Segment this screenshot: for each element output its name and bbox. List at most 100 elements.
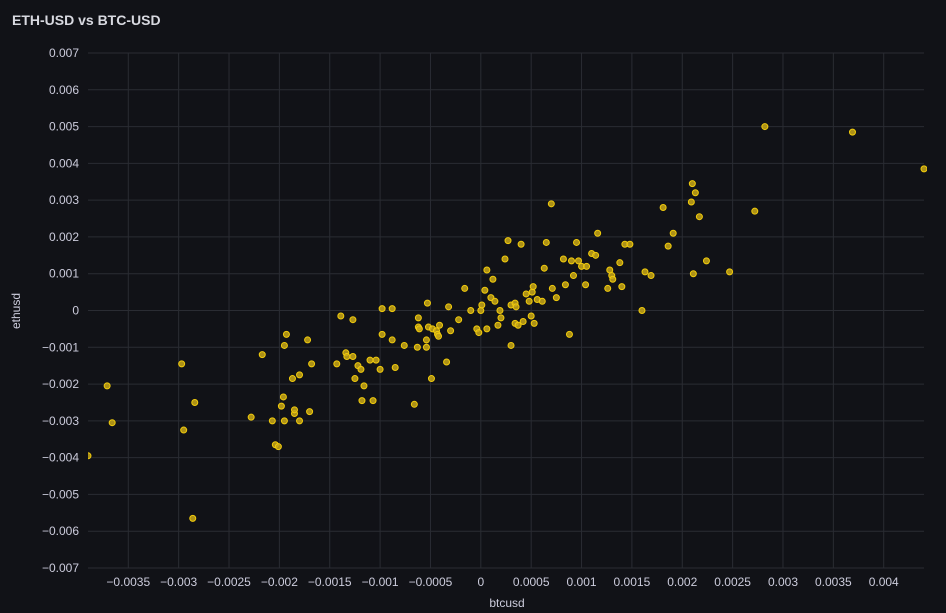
data-point <box>527 312 535 320</box>
data-point <box>378 305 386 313</box>
data-point <box>664 242 672 250</box>
y-axis-ticks: 0.007 0.006 0.005 0.004 0.003 0.002 0.001 0 −0.0… <box>42 46 79 575</box>
data-point <box>191 398 199 406</box>
data-point <box>415 325 423 333</box>
data-point <box>108 419 116 427</box>
data-point <box>391 364 399 372</box>
y-axis-label: ethusd <box>9 293 23 329</box>
x-tick-label: 0.0035 <box>815 575 852 589</box>
x-tick-label: −0.0025 <box>207 575 251 589</box>
data-point <box>689 270 697 278</box>
data-point <box>288 375 296 383</box>
x-tick-label: 0.0025 <box>714 575 751 589</box>
data-point <box>304 336 312 344</box>
data-point <box>592 251 600 259</box>
data-point <box>688 180 696 188</box>
data-point <box>641 268 649 276</box>
data-point <box>522 290 530 298</box>
data-point <box>277 402 285 410</box>
data-point <box>376 365 384 373</box>
data-point <box>659 204 667 211</box>
data-point <box>514 321 522 329</box>
data-point <box>88 452 92 460</box>
data-point <box>529 283 537 291</box>
data-point <box>647 272 655 280</box>
data-point <box>540 264 548 272</box>
x-tick-label: −0.0035 <box>106 575 150 589</box>
data-point <box>501 255 509 263</box>
y-tick-label: 0.001 <box>49 267 79 281</box>
x-tick-label: 0.0015 <box>614 575 651 589</box>
data-point <box>848 128 856 136</box>
x-tick-label: −0.0005 <box>409 575 453 589</box>
data-point <box>369 397 377 405</box>
data-point <box>475 329 483 337</box>
data-point <box>616 259 624 267</box>
data-point <box>669 229 677 237</box>
x-tick-label: 0.0005 <box>513 575 550 589</box>
y-tick-label: 0.002 <box>49 230 79 244</box>
data-point <box>414 314 422 322</box>
data-point <box>296 417 304 425</box>
data-point <box>290 406 298 414</box>
data-point <box>308 360 316 368</box>
x-tick-label: −0.0015 <box>308 575 352 589</box>
data-point <box>422 343 430 351</box>
x-tick-label: −0.002 <box>261 575 298 589</box>
y-tick-label: 0.005 <box>49 120 79 134</box>
data-point <box>435 332 443 340</box>
data-point <box>178 360 186 368</box>
data-point <box>349 352 357 360</box>
data-point <box>413 343 421 351</box>
data-point <box>423 299 431 307</box>
data-point <box>357 365 365 373</box>
data-point <box>920 165 927 173</box>
data-point <box>247 413 255 421</box>
data-point <box>343 352 351 360</box>
y-tick-label: −0.007 <box>42 561 79 575</box>
y-tick-label: −0.005 <box>42 487 79 501</box>
x-tick-label: 0.003 <box>768 575 798 589</box>
data-point <box>481 286 489 294</box>
data-point <box>638 307 646 314</box>
data-point <box>280 417 288 425</box>
data-point <box>180 426 188 434</box>
data-point <box>548 284 556 292</box>
data-point <box>337 312 345 320</box>
data-point <box>547 200 555 208</box>
data-point <box>530 319 538 327</box>
x-tick-label: 0.004 <box>869 575 899 589</box>
data-point <box>609 275 617 283</box>
y-tick-label: 0 <box>72 304 79 318</box>
data-point <box>282 330 290 338</box>
y-tick-label: 0.006 <box>49 83 79 97</box>
panel-title: ETH-USD vs BTC-USD <box>12 12 161 28</box>
data-point <box>349 316 357 324</box>
data-point <box>306 408 314 416</box>
data-point <box>695 213 703 221</box>
x-tick-label: −0.001 <box>362 575 399 589</box>
data-point <box>687 198 695 206</box>
x-axis-ticks: −0.0035 −0.003 −0.0025 −0.002 −0.0015 −0.001−… <box>106 575 899 589</box>
data-point <box>268 417 276 425</box>
x-tick-label: 0.001 <box>567 575 597 589</box>
data-point <box>443 358 451 366</box>
data-point <box>583 262 591 270</box>
data-point <box>410 400 418 408</box>
grid <box>88 52 924 569</box>
y-tick-label: −0.003 <box>42 414 79 428</box>
data-point <box>582 281 590 289</box>
data-point <box>497 314 505 322</box>
data-point <box>258 351 266 359</box>
y-tick-label: −0.002 <box>42 377 79 391</box>
data-point <box>103 382 111 390</box>
y-tick-label: −0.006 <box>42 524 79 538</box>
data-point <box>467 307 475 314</box>
data-point <box>427 375 435 383</box>
data-point <box>761 123 769 131</box>
data-point <box>573 238 581 246</box>
y-tick-label: 0.004 <box>49 156 79 170</box>
data-point <box>751 207 759 215</box>
